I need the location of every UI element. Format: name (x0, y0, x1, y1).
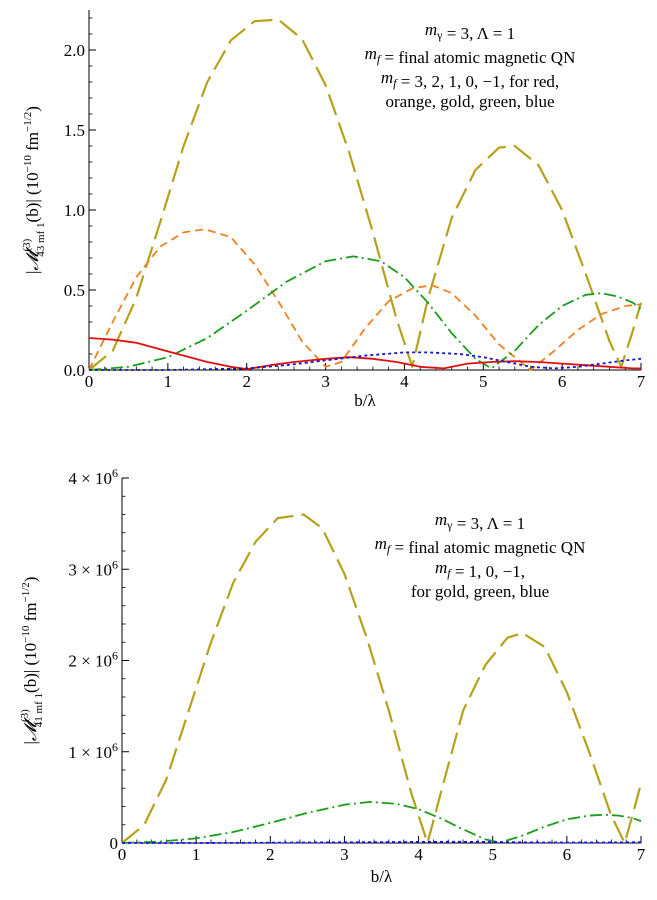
x-axis-label: b/λ (371, 867, 393, 886)
annotation-line: for gold, green, blue (411, 582, 549, 601)
x-tick-label: 4 (400, 372, 409, 391)
x-axis-label: b/λ (354, 391, 376, 410)
y-tick-label: 1.5 (64, 121, 85, 140)
x-tick-label: 1 (192, 845, 201, 864)
annotation-line: mf = final atomic magnetic QN (375, 534, 586, 557)
y-axis-label: |𝓜(3) 43 mf 1(b)| (10−10 fm−1/2) (21, 106, 47, 274)
y-tick-label: 3 × 106 (68, 557, 118, 579)
series-line-2 (88, 255, 642, 371)
y-tick-label: 0.5 (64, 281, 85, 300)
x-tick-label: 6 (558, 372, 567, 391)
x-tick-label: 0 (118, 845, 127, 864)
x-tick-label: 7 (637, 372, 646, 391)
series-line-3 (88, 337, 641, 371)
x-tick-label: 3 (340, 845, 349, 864)
x-tick-label: 5 (479, 372, 488, 391)
y-tick-label: 0 (110, 834, 119, 853)
annotation-line: mγ = 3, Λ = 1 (425, 20, 515, 43)
x-tick-label: 2 (266, 845, 275, 864)
annotation-line: mf = final atomic magnetic QN (365, 44, 576, 67)
x-tick-label: 3 (321, 372, 330, 391)
x-tick-label: 4 (414, 845, 423, 864)
x-tick-label: 0 (85, 372, 94, 391)
annotation-line: mγ = 3, Λ = 1 (435, 510, 525, 533)
series-line-2 (122, 840, 642, 844)
x-tick-label: 2 (242, 372, 251, 391)
y-tick-label: 1.0 (64, 201, 85, 220)
chart-bottom: 0 1 2 3 4 5 6 7 0 1 × 106 2 × 106 3 × 106 4 × 106 b/λ… (19, 466, 646, 886)
annotation-line: mf = 3, 2, 1, 0, −1, for red, (381, 68, 559, 91)
y-tick-label: 2 × 106 (68, 649, 118, 671)
series-line-4 (89, 351, 642, 371)
y-tick-label: 1 × 106 (68, 740, 118, 762)
x-tick-label: 1 (164, 372, 173, 391)
y-tick-label: 0.0 (64, 361, 85, 380)
y-tick-label: 2.0 (64, 41, 85, 60)
series-line-0 (88, 18, 643, 371)
y-tick-label: 4 × 106 (68, 466, 118, 488)
x-tick-label: 6 (563, 845, 572, 864)
series-line-1 (88, 228, 642, 371)
x-tick-label: 5 (488, 845, 497, 864)
annotation-line: orange, gold, green, blue (386, 92, 555, 111)
chart-top: 0 1 2 3 4 5 6 7 0.0 0.5 1.0 1.5 2.0 b/λ |𝓜(3) 43 mf 1(b… (21, 10, 646, 410)
y-axis-label: |𝓜(3) 41 mf 1(b)| (10−10 fm−1/2) (19, 577, 45, 745)
series-line-1 (121, 801, 642, 844)
series-line-0 (121, 513, 643, 845)
annotation-line: mf = 1, 0, −1, (435, 558, 525, 581)
x-tick-label: 7 (637, 845, 646, 864)
